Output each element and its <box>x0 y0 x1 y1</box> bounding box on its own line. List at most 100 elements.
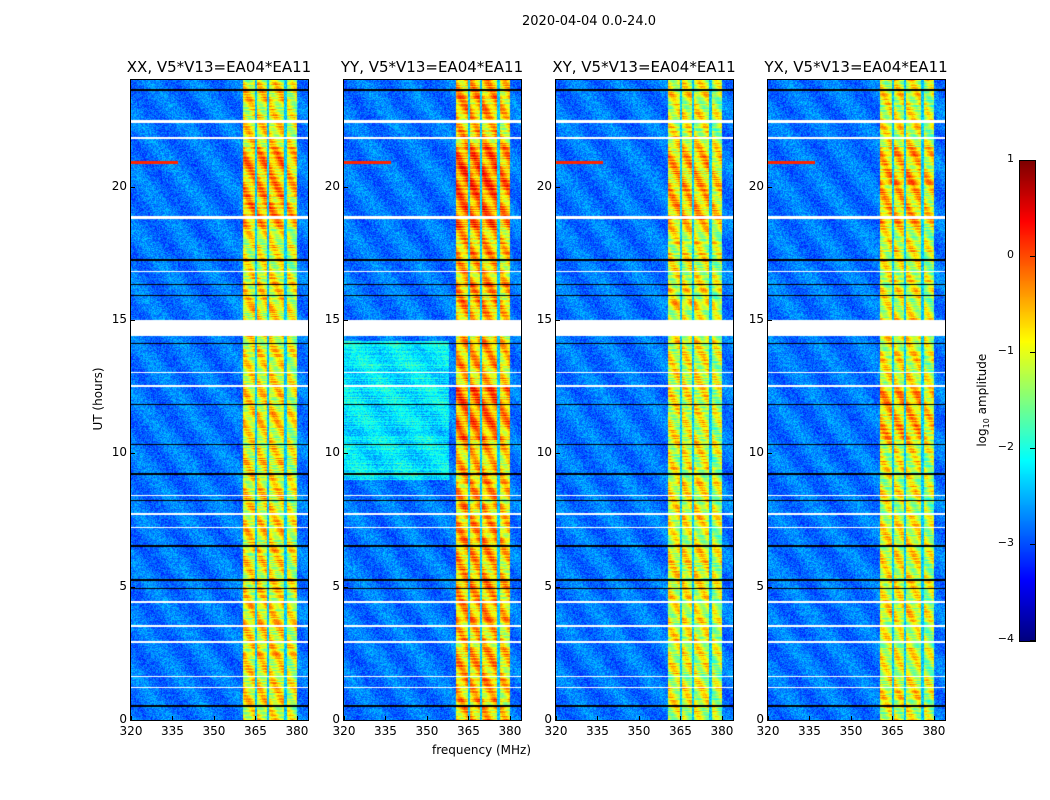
y-tick-label: 5 <box>756 578 764 593</box>
x-tick-mark <box>721 716 723 720</box>
colorbar-tick-label: −1 <box>997 344 1014 357</box>
colorbar-tick-label: −2 <box>997 440 1014 453</box>
y-axis-label: UT (hours) <box>91 367 105 431</box>
y-tick-label: 15 <box>748 312 764 326</box>
x-tick-mark <box>768 716 769 720</box>
spectrogram-panel <box>555 79 734 721</box>
y-tick-label: 20 <box>324 178 340 193</box>
spectrogram-image <box>556 80 733 720</box>
y-tick-mark <box>344 453 348 455</box>
x-tick-label: 365 <box>669 724 692 738</box>
colorbar-tick-label: 0 <box>1007 248 1014 261</box>
y-tick-mark <box>768 320 772 321</box>
x-tick-label: 350 <box>415 724 439 738</box>
x-tick-label: 320 <box>332 724 356 738</box>
colorbar-tick-label: −4 <box>997 632 1014 645</box>
y-tick-label: 20 <box>111 178 127 193</box>
y-tick-label: 10 <box>748 445 764 460</box>
y-tick-mark <box>556 320 560 321</box>
x-tick-label: 350 <box>202 724 226 738</box>
spectrogram-panel <box>343 79 522 721</box>
x-tick-label: 350 <box>627 724 651 738</box>
x-tick-label: 365 <box>881 724 904 738</box>
y-tick-mark <box>768 453 772 455</box>
y-tick-label: 5 <box>544 578 552 593</box>
colorbar-tick-mark <box>1030 544 1035 545</box>
panel-title: YX, V5*V13=EA04*EA11 <box>764 58 948 76</box>
x-tick-label: 380 <box>285 724 309 738</box>
x-tick-label: 320 <box>544 724 568 738</box>
y-tick-mark <box>768 720 772 721</box>
y-tick-mark <box>556 720 560 721</box>
x-tick-mark <box>680 716 682 720</box>
y-tick-mark <box>556 453 560 455</box>
y-tick-mark <box>131 320 135 321</box>
y-tick-mark <box>131 586 135 588</box>
x-tick-mark <box>468 716 470 720</box>
x-tick-mark <box>426 716 428 720</box>
y-tick-mark <box>556 586 560 588</box>
y-tick-label: 10 <box>111 445 127 460</box>
y-tick-label: 0 <box>119 712 127 726</box>
x-tick-mark <box>850 716 852 720</box>
colorbar <box>1019 160 1036 642</box>
y-tick-label: 10 <box>324 445 340 460</box>
y-tick-mark <box>131 720 135 721</box>
y-tick-mark <box>768 586 772 588</box>
spectrogram-panel <box>767 79 946 721</box>
y-tick-mark <box>344 320 348 321</box>
x-tick-mark <box>892 716 894 720</box>
x-tick-label: 335 <box>586 724 609 738</box>
x-tick-mark <box>172 716 174 720</box>
x-tick-mark <box>344 716 345 720</box>
y-tick-mark <box>131 453 135 455</box>
spectrogram-panel <box>130 79 309 721</box>
x-tick-label: 365 <box>457 724 480 738</box>
colorbar-tick-mark <box>1030 256 1035 257</box>
spectrogram-image <box>131 80 308 720</box>
y-tick-label: 5 <box>332 578 340 593</box>
colorbar-label-log: log <box>974 428 989 447</box>
colorbar-tick-mark <box>1030 640 1035 641</box>
x-tick-mark <box>933 716 935 720</box>
y-tick-mark <box>344 186 348 188</box>
y-tick-label: 15 <box>536 312 552 326</box>
x-tick-label: 365 <box>244 724 267 738</box>
x-tick-mark <box>296 716 298 720</box>
figure-title: 2020-04-04 0.0-24.0 <box>522 14 656 29</box>
x-tick-label: 320 <box>756 724 780 738</box>
panel-title: XY, V5*V13=EA04*EA11 <box>552 58 736 76</box>
x-tick-mark <box>385 716 387 720</box>
y-tick-label: 15 <box>111 312 127 326</box>
x-tick-label: 335 <box>374 724 397 738</box>
y-tick-label: 0 <box>332 712 340 726</box>
x-axis-label: frequency (MHz) <box>432 743 532 757</box>
y-tick-mark <box>768 186 772 188</box>
y-tick-mark <box>344 720 348 721</box>
y-tick-label: 10 <box>536 445 552 460</box>
panel-title: YY, V5*V13=EA04*EA11 <box>340 58 524 76</box>
colorbar-tick-mark <box>1030 160 1035 161</box>
x-tick-mark <box>556 716 557 720</box>
spectrogram-image <box>768 80 945 720</box>
y-tick-mark <box>131 186 135 188</box>
y-tick-label: 5 <box>119 578 127 593</box>
spectrogram-image <box>344 80 521 720</box>
x-tick-label: 335 <box>161 724 184 738</box>
x-tick-label: 350 <box>839 724 863 738</box>
y-tick-mark <box>556 186 560 188</box>
colorbar-tick-label: 1 <box>1007 152 1014 165</box>
x-tick-label: 380 <box>922 724 946 738</box>
colorbar-tick-label: −3 <box>997 536 1014 549</box>
colorbar-label-sub: 10 <box>982 418 992 429</box>
x-tick-mark <box>131 716 132 720</box>
y-tick-label: 20 <box>536 178 552 193</box>
panel-title: XX, V5*V13=EA04*EA11 <box>126 58 312 76</box>
x-tick-label: 380 <box>498 724 522 738</box>
x-tick-mark <box>809 716 811 720</box>
colorbar-label: log10 amplitude <box>975 345 991 455</box>
y-tick-label: 0 <box>756 712 764 726</box>
y-tick-mark <box>344 586 348 588</box>
x-tick-mark <box>255 716 257 720</box>
colorbar-tick-mark <box>1030 448 1035 449</box>
